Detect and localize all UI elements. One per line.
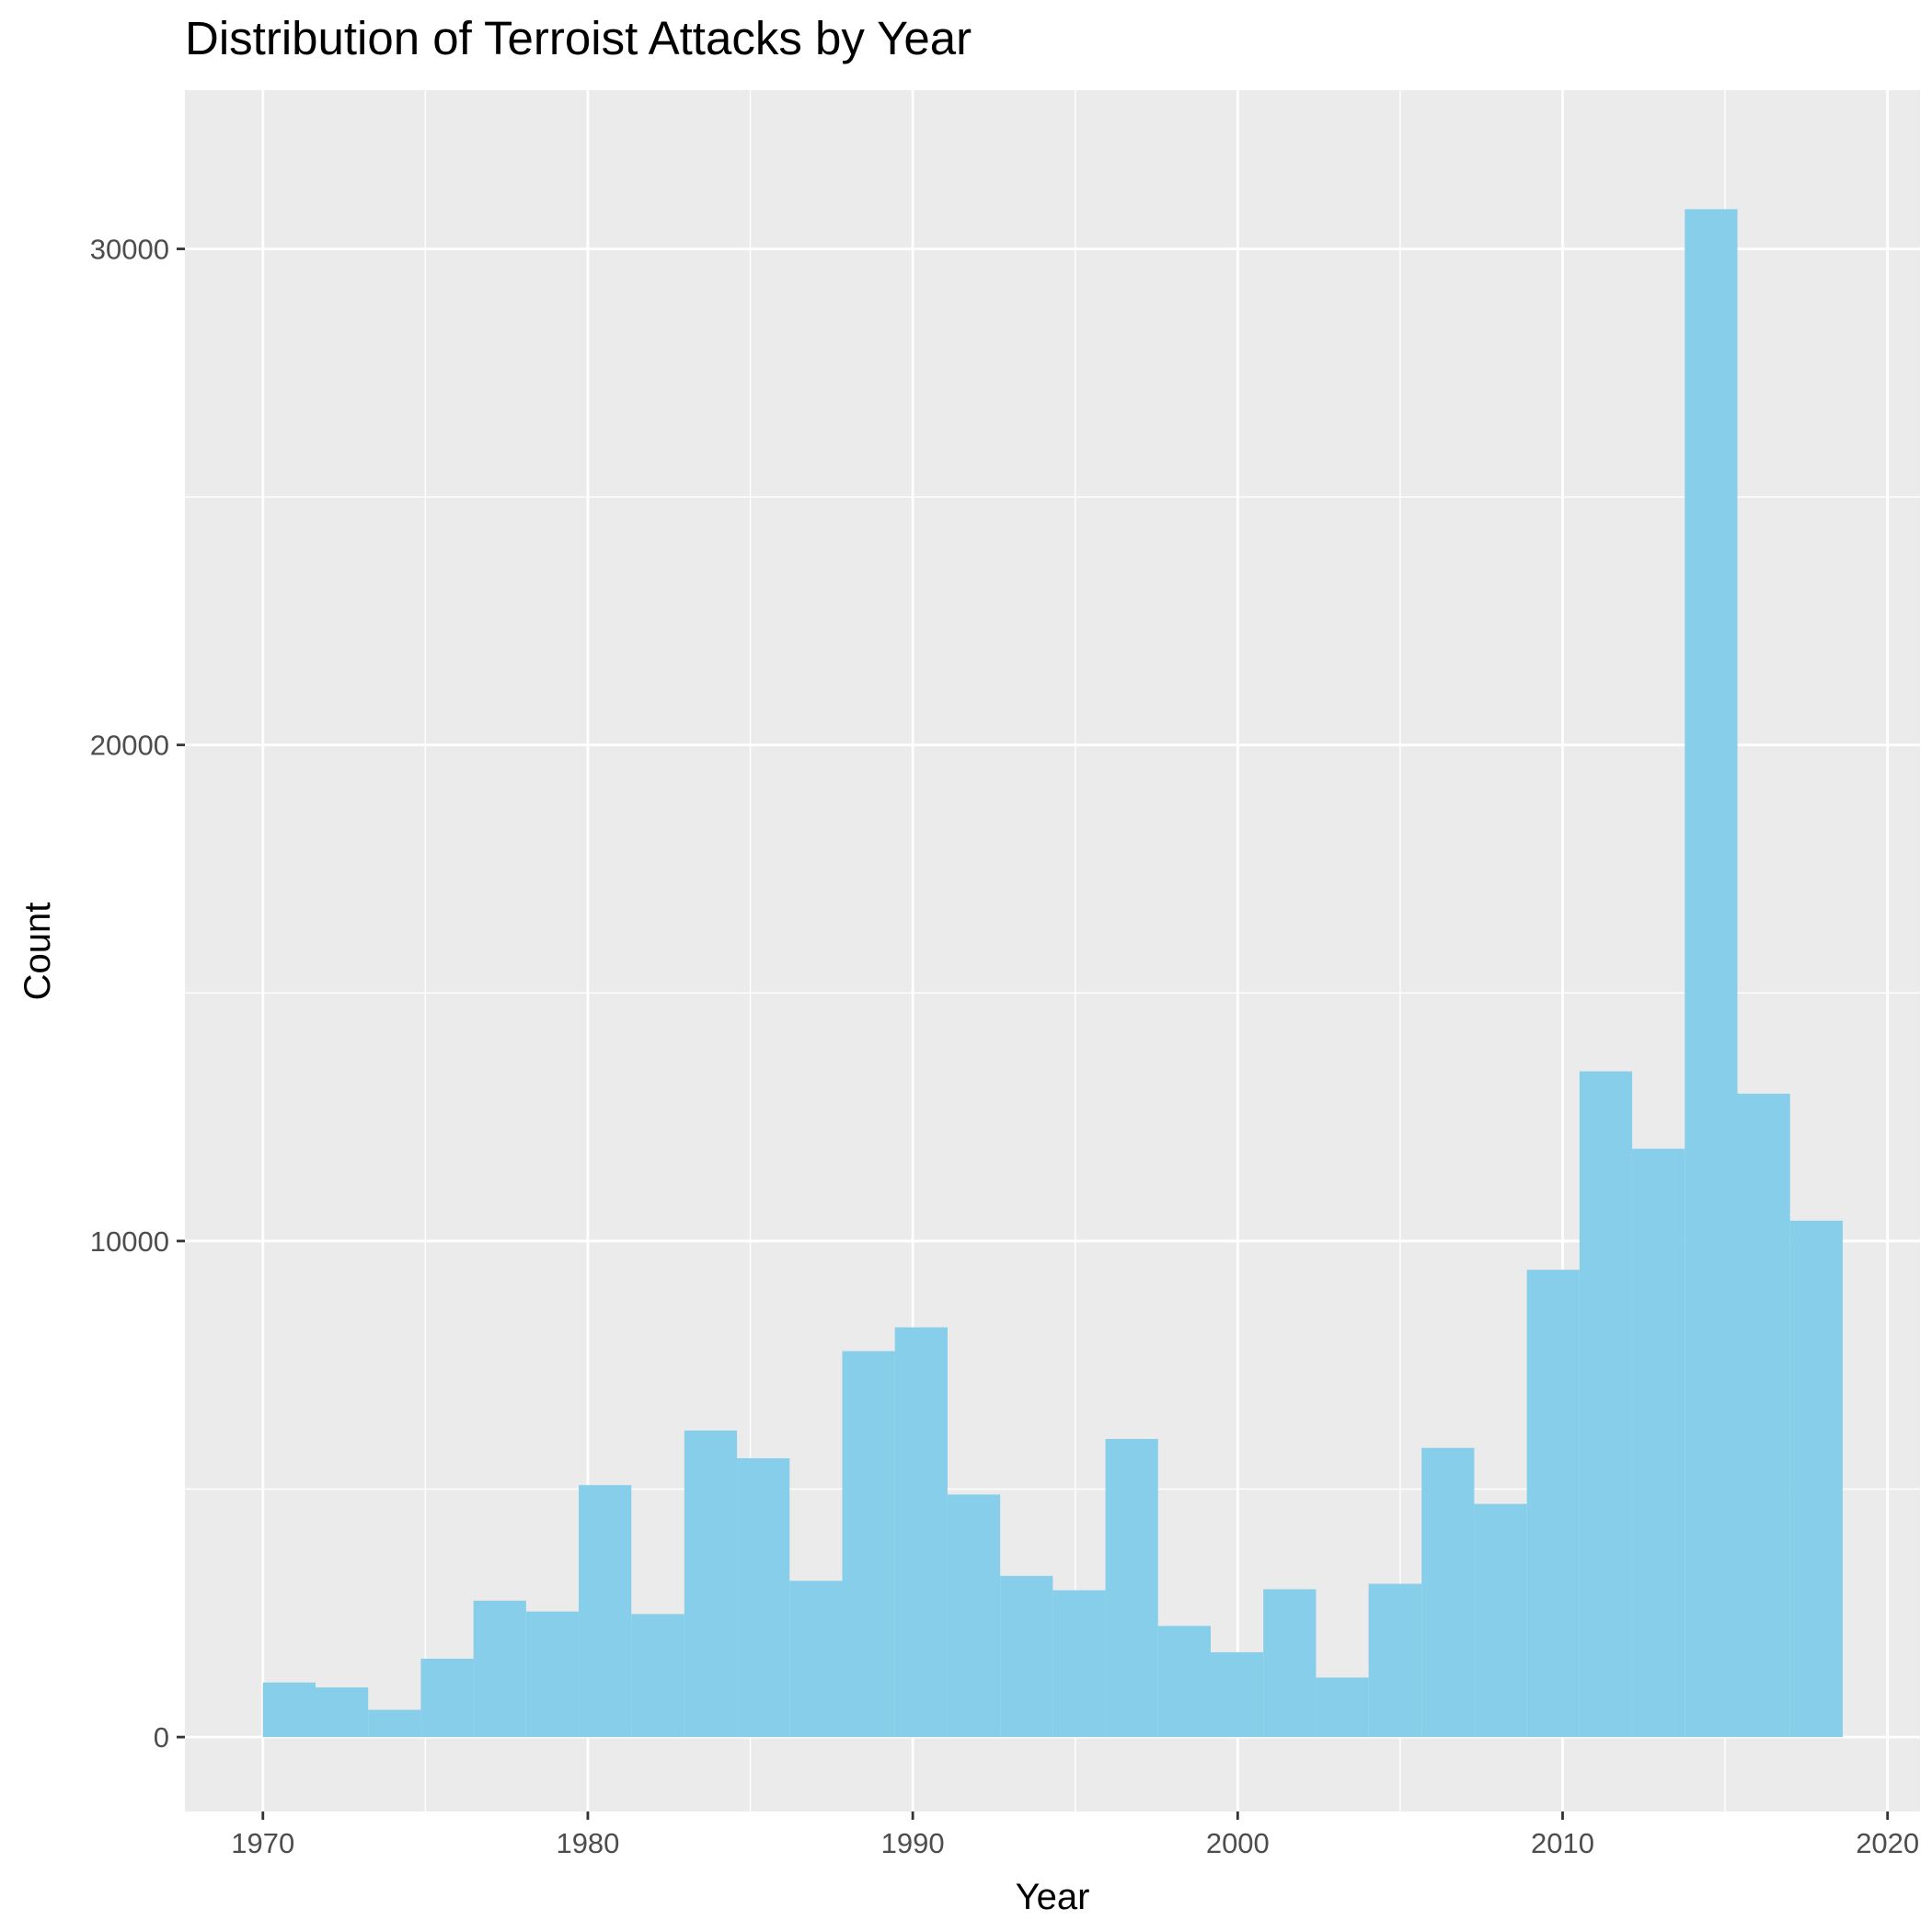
histogram-bar xyxy=(1579,1071,1633,1738)
histogram-bar xyxy=(420,1658,474,1738)
histogram-bar xyxy=(1157,1626,1212,1738)
histogram-bar xyxy=(1632,1148,1685,1738)
y-axis: 0 10000 20000 30000 xyxy=(90,234,185,1754)
histogram-bar xyxy=(1316,1677,1369,1738)
histogram-bar xyxy=(1000,1575,1053,1738)
histogram-bar xyxy=(1789,1220,1843,1738)
histogram-bar xyxy=(1052,1590,1106,1738)
x-tick-label: 1970 xyxy=(231,1827,294,1859)
histogram-bar xyxy=(1368,1583,1422,1738)
histogram-bar xyxy=(894,1327,948,1738)
histogram-bar xyxy=(1421,1447,1475,1738)
x-tick-label: 2020 xyxy=(1856,1827,1919,1859)
histogram-bar xyxy=(1685,209,1738,1738)
histogram-bar xyxy=(1526,1270,1580,1738)
x-tick-label: 1980 xyxy=(556,1827,619,1859)
x-tick-label: 1990 xyxy=(881,1827,945,1859)
y-tick-label: 30000 xyxy=(90,234,169,266)
histogram-bar xyxy=(1211,1651,1264,1738)
histogram-bar xyxy=(631,1614,684,1738)
y-tick-label: 0 xyxy=(154,1721,169,1754)
x-axis-title: Year xyxy=(1016,1877,1090,1917)
grid-minor xyxy=(185,90,1920,1811)
chart-title: Distribution of Terroist Attacks by Year xyxy=(185,12,972,64)
y-tick-label: 10000 xyxy=(90,1225,169,1258)
histogram-bar xyxy=(262,1682,316,1738)
histogram-bar xyxy=(579,1485,632,1738)
y-tick-label: 20000 xyxy=(90,730,169,762)
x-tick-label: 2000 xyxy=(1206,1827,1270,1859)
histogram-bar xyxy=(1263,1589,1317,1738)
histogram-bar xyxy=(1105,1439,1158,1738)
histogram-bar xyxy=(947,1494,1001,1738)
histogram-bar xyxy=(737,1458,790,1738)
histogram-bar xyxy=(1737,1093,1790,1738)
y-axis-title: Count xyxy=(17,903,58,1001)
histogram-bar xyxy=(368,1709,421,1738)
histogram-bar xyxy=(315,1687,369,1738)
histogram-bar xyxy=(473,1600,526,1738)
x-tick-label: 2010 xyxy=(1531,1827,1594,1859)
histogram-bars xyxy=(262,209,1843,1738)
histogram-bar xyxy=(1474,1503,1527,1738)
histogram-bar xyxy=(684,1430,738,1738)
histogram-bar xyxy=(789,1581,843,1738)
histogram-bar xyxy=(525,1611,580,1738)
histogram-bar xyxy=(842,1351,895,1738)
x-axis: 1970 1980 1990 2000 2010 2020 xyxy=(231,1811,1919,1859)
